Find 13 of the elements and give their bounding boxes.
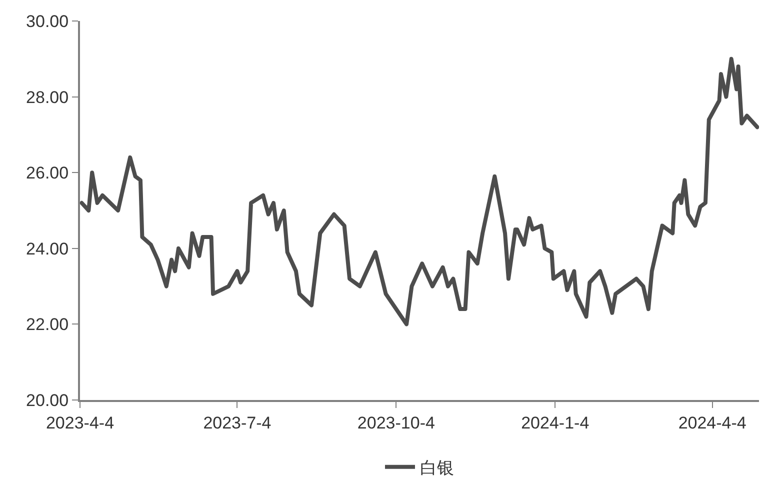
y-tick-label: 30.00 <box>26 12 69 31</box>
y-tick-label: 20.00 <box>26 390 69 410</box>
x-tick-label: 2023-10-4 <box>357 413 435 432</box>
x-tick-label: 2023-7-4 <box>203 413 272 432</box>
x-tick-label: 2024-4-4 <box>678 413 746 432</box>
line-series <box>80 56 759 326</box>
y-tick-label: 26.00 <box>26 164 69 183</box>
y-tick-label: 24.00 <box>26 239 69 258</box>
x-tick-label: 2023-4-4 <box>46 413 114 432</box>
y-tick-label: 28.00 <box>26 88 69 107</box>
x-tick-label: 2024-1-4 <box>521 413 590 432</box>
legend-label: 白银 <box>420 458 454 478</box>
y-tick-label: 22.00 <box>26 315 69 334</box>
